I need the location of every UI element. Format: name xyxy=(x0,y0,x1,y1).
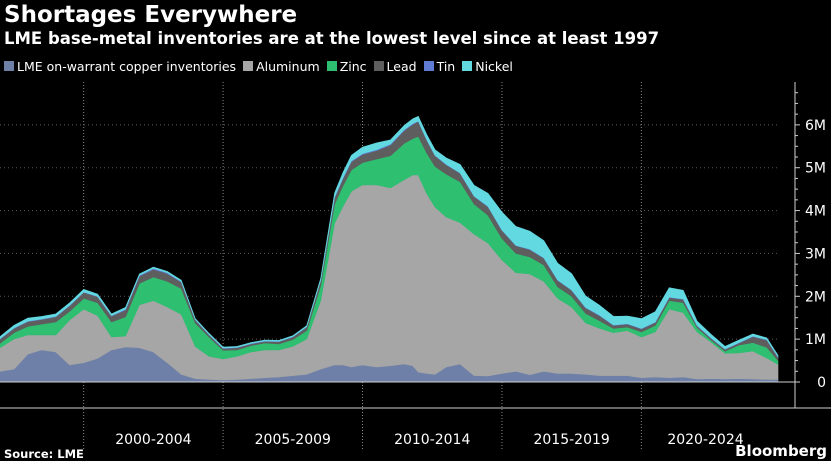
chart-title: Shortages Everywhere xyxy=(4,2,298,28)
legend-label-tin: Tin xyxy=(436,58,456,74)
chart-source: Source: LME xyxy=(4,447,84,461)
y-tick-label-3: 3M xyxy=(805,246,826,262)
legend-item-aluminum: Aluminum xyxy=(243,59,320,74)
legend-swatch-tin xyxy=(423,61,434,71)
legend-label-lead: Lead xyxy=(386,58,417,74)
legend: LME on-warrant copper inventories Alumin… xyxy=(4,58,520,74)
legend-swatch-zinc xyxy=(326,61,337,71)
x-period-label-2: 2010-2014 xyxy=(394,432,470,448)
y-tick-label-2: 2M xyxy=(805,289,826,305)
legend-swatch-nickel xyxy=(462,61,473,71)
legend-label-aluminum: Aluminum xyxy=(256,58,320,74)
legend-item-nickel: Nickel xyxy=(462,59,513,74)
y-tick-label-0: 0 xyxy=(817,375,826,391)
bloomberg-logo: Bloomberg xyxy=(735,442,827,460)
area-series-5 xyxy=(0,115,779,358)
x-period-label-4: 2020-2024 xyxy=(667,432,743,448)
y-tick-label-6: 6M xyxy=(805,118,826,134)
legend-item-tin: Tin xyxy=(423,58,456,74)
x-period-label-3: 2015-2019 xyxy=(533,432,609,448)
legend-swatch-copper xyxy=(4,61,14,71)
legend-item-lead: Lead xyxy=(373,58,417,74)
chart-subtitle: LME base-metal inventories are at the lo… xyxy=(4,29,660,48)
legend-item-zinc: Zinc xyxy=(326,58,367,74)
x-period-label-0: 2000-2004 xyxy=(115,432,191,448)
legend-swatch-lead xyxy=(373,61,384,71)
y-tick-label-5: 5M xyxy=(805,161,826,177)
legend-swatch-aluminum xyxy=(243,61,254,71)
legend-label-nickel: Nickel xyxy=(475,58,513,74)
legend-label-zinc: Zinc xyxy=(339,58,367,74)
y-tick-label-4: 4M xyxy=(805,204,826,220)
x-period-label-1: 2005-2009 xyxy=(255,432,331,448)
y-tick-label-1: 1M xyxy=(805,332,826,348)
legend-label-copper: LME on-warrant copper inventories xyxy=(17,58,237,74)
legend-item-copper: LME on-warrant copper inventories xyxy=(4,59,236,74)
